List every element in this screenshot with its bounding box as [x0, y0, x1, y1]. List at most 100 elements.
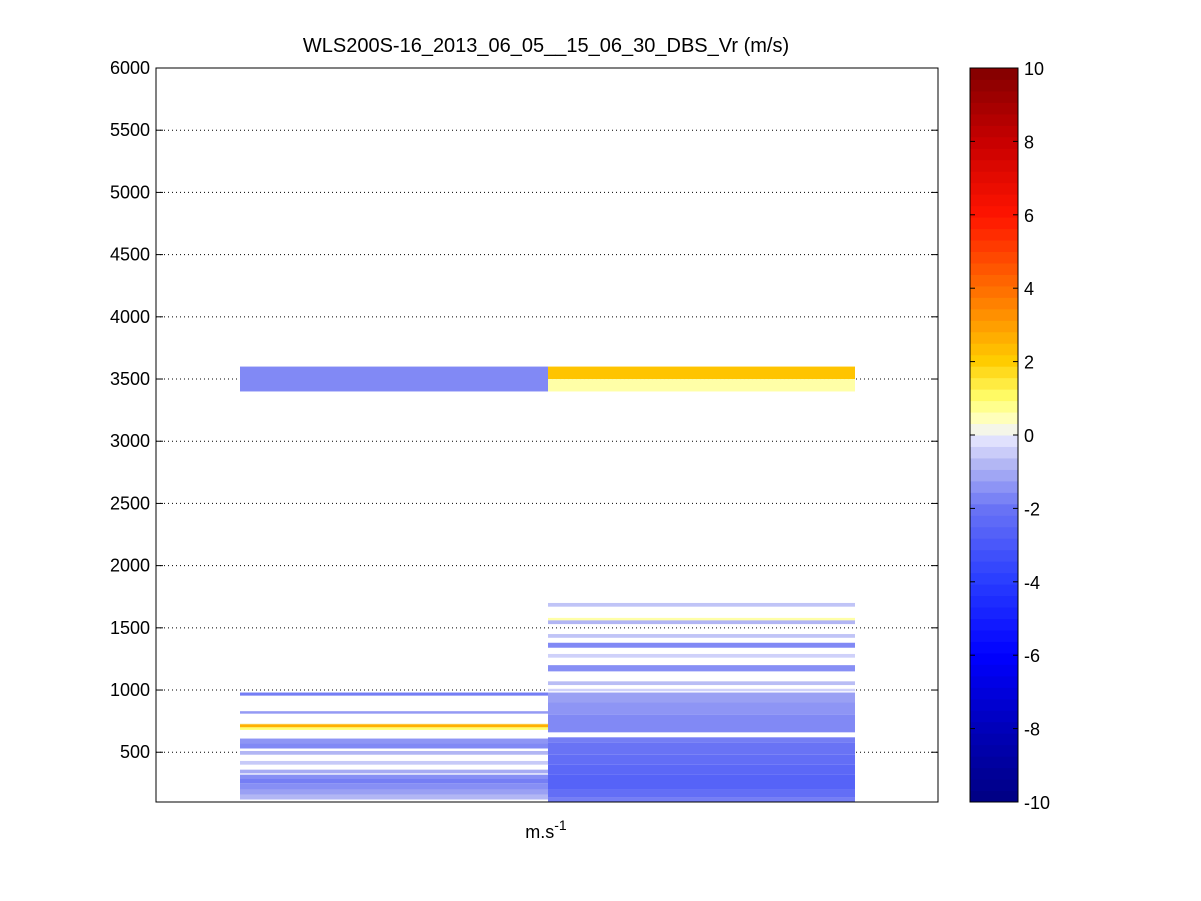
- y-tick-label: 4500: [110, 245, 150, 265]
- colorbar-segment: [970, 457, 1018, 470]
- colorbar-segment: [970, 331, 1018, 344]
- heatmap-cell: [240, 743, 548, 749]
- y-tick-label: 6000: [110, 58, 150, 78]
- colorbar-segment: [970, 698, 1018, 711]
- colorbar-segment: [970, 767, 1018, 780]
- colorbar-tick-label: -6: [1024, 646, 1040, 666]
- y-tick-label: 500: [120, 742, 150, 762]
- y-tick-label: 3000: [110, 431, 150, 451]
- heatmap-cell: [240, 711, 548, 714]
- heatmap-cell: [548, 653, 855, 658]
- colorbar-segment: [970, 113, 1018, 126]
- heatmap-cell: [548, 692, 855, 703]
- colorbar-segment: [970, 503, 1018, 516]
- colorbar-segment: [970, 561, 1018, 574]
- heatmap-cell: [548, 366, 855, 380]
- colorbar-segment: [970, 136, 1018, 149]
- chart-title: WLS200S-16_2013_06_05__15_06_30_DBS_Vr (…: [303, 35, 789, 57]
- colorbar-segment: [970, 790, 1018, 803]
- colorbar-segment: [970, 412, 1018, 425]
- colorbar-segment: [970, 435, 1018, 447]
- colorbar-segment: [970, 125, 1018, 138]
- colorbar-segment: [970, 480, 1018, 493]
- colorbar-segment: [970, 182, 1018, 195]
- colorbar-segment: [970, 251, 1018, 264]
- colorbar-segment: [970, 733, 1018, 746]
- colorbar-segment: [970, 68, 1018, 80]
- colorbar-segment: [970, 308, 1018, 321]
- heatmap-cell: [240, 789, 548, 795]
- colorbar-segment: [970, 423, 1018, 436]
- colorbar-segment: [970, 584, 1018, 597]
- colorbar-segment: [970, 320, 1018, 333]
- heatmap-cell: [548, 737, 855, 743]
- colorbar-segment: [970, 446, 1018, 459]
- heatmap-cell: [240, 692, 548, 696]
- colorbar-tick-label: 6: [1024, 206, 1034, 226]
- colorbar-segment: [970, 79, 1018, 92]
- colorbar-tick-label: 8: [1024, 132, 1034, 152]
- heatmap-cell: [240, 760, 548, 765]
- colorbar-segment: [970, 217, 1018, 230]
- colorbar-segment: [970, 572, 1018, 585]
- heatmap-cell: [240, 778, 548, 784]
- colorbar-tick-label: -8: [1024, 720, 1040, 740]
- colorbar-segment: [970, 274, 1018, 287]
- colorbar-segment: [970, 710, 1018, 723]
- colorbar-tick-label: 2: [1024, 353, 1034, 373]
- grid-lines: [156, 129, 938, 753]
- colorbar-segment: [970, 687, 1018, 700]
- x-axis-label-exponent: -1: [554, 817, 567, 833]
- y-tick-label: 2500: [110, 493, 150, 513]
- heatmap-cell: [240, 738, 548, 744]
- colorbar-segment: [970, 779, 1018, 792]
- colorbar-segment: [970, 366, 1018, 379]
- colorbar-segment: [970, 756, 1018, 769]
- colorbar-segment: [970, 618, 1018, 631]
- colorbar-segment: [970, 159, 1018, 172]
- colorbar-segment: [970, 205, 1018, 218]
- heatmap-cells: [240, 366, 855, 802]
- y-axis-ticks: 500 1000 1500 2000 2500 3000 3500 4000 4500 5000 5…: [110, 58, 938, 762]
- colorbar-segment: [970, 240, 1018, 252]
- colorbar-segment: [970, 297, 1018, 310]
- heatmap-cell: [548, 620, 855, 625]
- colorbar-tick-label: 4: [1024, 279, 1034, 299]
- colorbar-segment: [970, 285, 1018, 298]
- colorbar-segment: [970, 595, 1018, 608]
- y-tick-label: 1000: [110, 680, 150, 700]
- colorbar-segment: [970, 549, 1018, 562]
- heatmap-cell: [240, 769, 548, 774]
- colorbar-tick-label: -10: [1024, 793, 1050, 813]
- colorbar-segment: [970, 721, 1018, 734]
- heatmap-cell: [548, 789, 855, 798]
- heatmap-cell: [548, 602, 855, 607]
- heatmap-cell: [240, 727, 548, 730]
- x-axis-label-base: m.s: [525, 822, 554, 842]
- colorbar-segment: [970, 492, 1018, 505]
- colorbar-segment: [970, 194, 1018, 207]
- heatmap-cell: [548, 642, 855, 648]
- colorbar-segment: [970, 102, 1018, 115]
- colorbar-segment: [970, 262, 1018, 275]
- x-axis-label: m.s-1: [525, 817, 567, 842]
- heatmap-cell: [548, 634, 855, 638]
- colorbar-segment: [970, 90, 1018, 103]
- heatmap-cell: [240, 774, 548, 779]
- y-tick-label: 5500: [110, 120, 150, 140]
- colorbar-segment: [970, 664, 1018, 677]
- colorbar-segment: [970, 228, 1018, 241]
- heatmap-cell: [240, 783, 548, 790]
- y-tick-label: 3500: [110, 369, 150, 389]
- heatmap-cell: [240, 750, 548, 755]
- colorbar-segment: [970, 675, 1018, 688]
- heatmap-cell: [548, 754, 855, 765]
- colorbar-segment: [970, 343, 1018, 356]
- colorbar-segment: [970, 607, 1018, 619]
- colorbar: [970, 68, 1018, 803]
- colorbar-tick-label: -4: [1024, 573, 1040, 593]
- y-tick-label: 5000: [110, 182, 150, 202]
- colorbar-segment: [970, 389, 1018, 402]
- heatmap-cell: [240, 724, 548, 728]
